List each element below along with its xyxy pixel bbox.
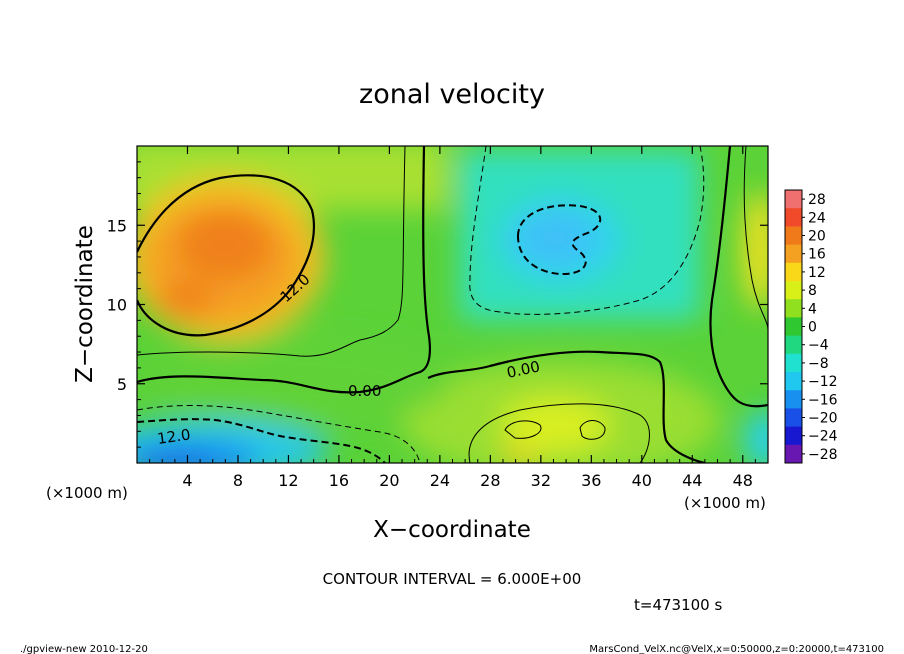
colorbar-label: 0 xyxy=(808,320,817,336)
time-text: t=473100 s xyxy=(634,596,722,614)
colorbar-swatch xyxy=(785,444,802,464)
colorbar-swatch xyxy=(785,262,802,282)
x-tick-label: 48 xyxy=(733,471,753,490)
colorbar-label: −16 xyxy=(808,392,838,408)
colorbar-label: −12 xyxy=(808,374,838,390)
plot-area: 12.0 0.00 0.00 12.0 xyxy=(137,146,768,463)
colorbar-label: −20 xyxy=(808,411,838,427)
colorbar-swatch xyxy=(785,372,802,391)
contour-lines xyxy=(137,146,768,463)
contour-plus6-right xyxy=(743,146,768,331)
y-tick-label: 5 xyxy=(117,375,127,394)
colorbar-label: 24 xyxy=(808,210,826,226)
colorbar-swatch xyxy=(785,353,802,373)
contour-zero-left xyxy=(137,146,431,394)
x-tick-label: 16 xyxy=(329,471,349,490)
y-tick-label: 10 xyxy=(107,296,127,315)
x-axis: 4 8 12 16 20 24 28 32 36 40 44 48 xyxy=(149,146,756,490)
contour-plus6-lower-right xyxy=(468,403,650,463)
contour-plus12-patch-2 xyxy=(579,420,606,440)
x-axis-label: X−coordinate xyxy=(373,517,531,543)
colorbar-swatch xyxy=(785,390,802,409)
colorbar-swatch xyxy=(785,408,802,428)
colorbar-swatch xyxy=(785,426,802,446)
heatmap-field xyxy=(137,146,768,463)
contour-minus6-lower xyxy=(137,405,421,463)
colorbar-swatch xyxy=(785,244,802,264)
footer-left: ./gpview-new 2010-12-20 xyxy=(20,644,148,654)
contour-plus12-patch xyxy=(504,420,542,439)
x-tick-label: 8 xyxy=(233,471,243,490)
contour-interval-text: CONTOUR INTERVAL = 6.000E+00 xyxy=(323,570,582,588)
colorbar-swatch xyxy=(785,208,802,227)
x-unit-right: (×1000 m) xyxy=(684,494,766,512)
y-axis: 5 10 15 xyxy=(107,161,768,448)
x-tick-label: 28 xyxy=(480,471,500,490)
colorbar-swatch xyxy=(785,335,802,355)
contour-zero-right xyxy=(427,350,706,463)
x-tick-label: 4 xyxy=(182,471,192,490)
contour-zero-far-right xyxy=(709,146,768,408)
colorbar-swatch xyxy=(785,317,802,337)
contour-plus12-jet xyxy=(137,174,316,337)
colorbar-label: 8 xyxy=(808,283,817,299)
chart-title: zonal velocity xyxy=(359,79,545,110)
colorbar-label: 16 xyxy=(808,247,826,263)
colorbar-label: −28 xyxy=(808,447,838,463)
x-tick-label: 40 xyxy=(632,471,652,490)
contour-plus6-mid xyxy=(137,146,406,357)
footer-right: MarsCond_VelX.nc@VelX,x=0:50000,z=0:2000… xyxy=(589,644,884,654)
x-tick-label: 36 xyxy=(581,471,601,490)
colorbar-label: −4 xyxy=(808,338,829,354)
colorbar-label: 20 xyxy=(808,229,826,245)
contour-minus12-upper xyxy=(517,204,602,276)
y-axis-label: Z−coordinate xyxy=(72,225,98,383)
colorbar-label: −8 xyxy=(808,356,829,372)
colorbar-label: 12 xyxy=(808,265,826,281)
colorbar-swatch xyxy=(785,226,802,246)
y-tick-label: 15 xyxy=(107,216,127,235)
x-unit-left: (×1000 m) xyxy=(46,484,128,502)
contour-label: 0.00 xyxy=(348,382,381,400)
x-tick-label: 12 xyxy=(278,471,298,490)
x-tick-label: 20 xyxy=(379,471,399,490)
colorbar: 28 24 20 16 12 8 4 0 −4 −8 −12 −16 −20 −24 −28 xyxy=(784,189,838,464)
colorbar-swatch xyxy=(785,299,802,318)
colorbar-swatch xyxy=(785,190,802,209)
x-tick-label: 32 xyxy=(531,471,551,490)
colorbar-swatch xyxy=(785,281,802,300)
x-tick-label: 44 xyxy=(682,471,702,490)
contour-label: 12.0 xyxy=(156,425,192,447)
contour-minus6-outer xyxy=(469,146,705,315)
contour-minus12-lower xyxy=(137,418,386,463)
colorbar-label: −24 xyxy=(808,429,838,445)
x-tick-label: 24 xyxy=(430,471,450,490)
colorbar-label: 28 xyxy=(808,192,826,208)
colorbar-label: 4 xyxy=(808,301,817,317)
